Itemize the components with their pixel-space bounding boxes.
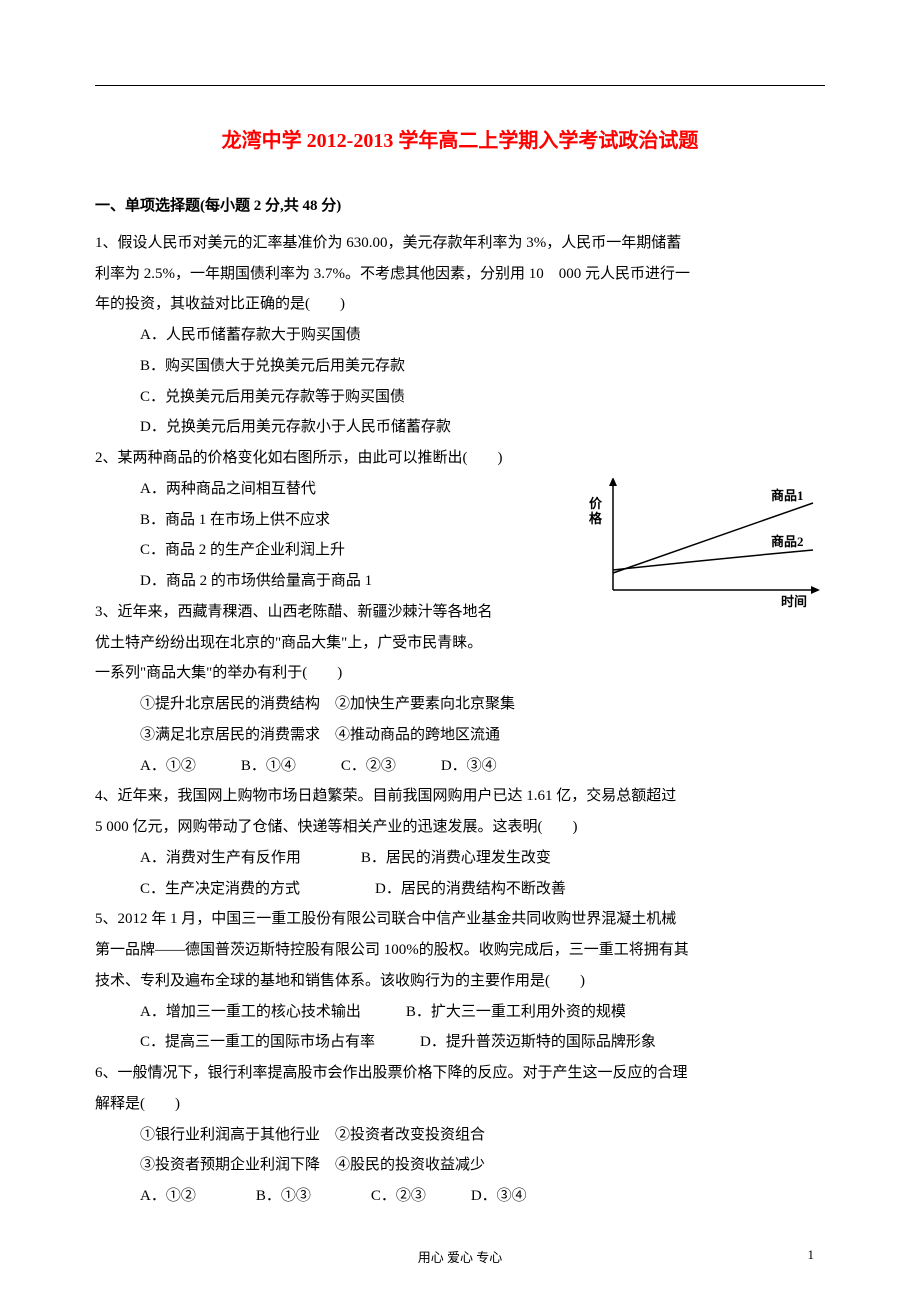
q3-options: A．①② B．①④ C．②③ D．③④ bbox=[95, 751, 825, 782]
svg-text:时间: 时间 bbox=[781, 594, 807, 609]
svg-text:格: 格 bbox=[589, 511, 603, 526]
page-footer: 用心 爱心 专心 1 bbox=[0, 1247, 920, 1266]
q5-stem-line1: 5、2012 年 1 月，中国三一重工股份有限公司联合中信产业基金共同收购世界混… bbox=[95, 904, 825, 935]
q1-option-b: B．购买国债大于兑换美元后用美元存款 bbox=[95, 351, 825, 382]
q5-option-b: B．扩大三一重工利用外资的规模 bbox=[406, 1004, 626, 1020]
q4-option-b: B．居民的消费心理发生改变 bbox=[361, 850, 551, 866]
q3-stem-line2: 优土特产纷纷出现在北京的"商品大集"上，广受市民青睐。 bbox=[95, 628, 825, 659]
q4-options-row1: A．消费对生产有反作用 B．居民的消费心理发生改变 bbox=[95, 843, 825, 874]
q6-statements-1: ①银行业利润高于其他行业 ②投资者改变投资组合 bbox=[95, 1120, 825, 1151]
q4-stem-line2: 5 000 亿元，网购带动了仓储、快递等相关产业的迅速发展。这表明( ) bbox=[95, 812, 825, 843]
q4-options-row2: C．生产决定消费的方式 D．居民的消费结构不断改善 bbox=[95, 874, 825, 905]
q4-option-a: A．消费对生产有反作用 bbox=[140, 850, 301, 866]
q6-stem-line1: 6、一般情况下，银行利率提高股市会作出股票价格下降的反应。对于产生这一反应的合理 bbox=[95, 1058, 825, 1089]
q5-option-d: D．提升普茨迈斯特的国际品牌形象 bbox=[420, 1034, 656, 1050]
q3-statements-1: ①提升北京居民的消费结构 ②加快生产要素向北京聚集 bbox=[95, 689, 825, 720]
svg-text:价: 价 bbox=[589, 496, 603, 511]
q5-stem-line2: 第一品牌——德国普茨迈斯特控股有限公司 100%的股权。收购完成后，三一重工将拥… bbox=[95, 935, 825, 966]
page-number: 1 bbox=[808, 1247, 815, 1263]
q5-option-a: A．增加三一重工的核心技术输出 bbox=[140, 1004, 361, 1020]
q1-stem-line1: 1、假设人民币对美元的汇率基准价为 630.00，美元存款年利率为 3%，人民币… bbox=[95, 228, 825, 259]
svg-text:商品2: 商品2 bbox=[771, 534, 804, 549]
q4-option-c: C．生产决定消费的方式 bbox=[140, 881, 300, 897]
q6-statements-2: ③投资者预期企业利润下降 ④股民的投资收益减少 bbox=[95, 1150, 825, 1181]
q1-stem-line2: 利率为 2.5%，一年期国债利率为 3.7%。不考虑其他因素，分别用 10 00… bbox=[95, 259, 825, 290]
q1-option-d: D．兑换美元后用美元存款小于人民币储蓄存款 bbox=[95, 412, 825, 443]
top-rule bbox=[95, 85, 825, 86]
q3-statements-2: ③满足北京居民的消费需求 ④推动商品的跨地区流通 bbox=[95, 720, 825, 751]
q4-option-d: D．居民的消费结构不断改善 bbox=[375, 881, 566, 897]
exam-title: 龙湾中学 2012-2013 学年高二上学期入学考试政治试题 bbox=[95, 124, 825, 153]
q5-options-row1: A．增加三一重工的核心技术输出 B．扩大三一重工利用外资的规模 bbox=[95, 997, 825, 1028]
price-time-chart: 价格时间 商品1 商品2 bbox=[585, 478, 825, 613]
q6-stem-line2: 解释是( ) bbox=[95, 1089, 825, 1120]
q1-option-a: A．人民币储蓄存款大于购买国债 bbox=[95, 320, 825, 351]
q5-option-c: C．提高三一重工的国际市场占有率 bbox=[140, 1034, 375, 1050]
q1-stem-line3: 年的投资，其收益对比正确的是( ) bbox=[95, 289, 825, 320]
svg-text:商品1: 商品1 bbox=[771, 488, 804, 503]
q4-stem-line1: 4、近年来，我国网上购物市场日趋繁荣。目前我国网购用户已达 1.61 亿，交易总… bbox=[95, 781, 825, 812]
q6-options: A．①② B．①③ C．②③ D．③④ bbox=[95, 1181, 825, 1212]
q1-option-c: C．兑换美元后用美元存款等于购买国债 bbox=[95, 382, 825, 413]
q3-stem-line3: 一系列"商品大集"的举办有利于( ) bbox=[95, 658, 825, 689]
footer-motto: 用心 爱心 专心 bbox=[0, 1247, 920, 1266]
q2-stem: 2、某两种商品的价格变化如右图所示，由此可以推断出( ) bbox=[95, 443, 825, 474]
q5-options-row2: C．提高三一重工的国际市场占有率 D．提升普茨迈斯特的国际品牌形象 bbox=[95, 1027, 825, 1058]
q5-stem-line3: 技术、专利及遍布全球的基地和销售体系。该收购行为的主要作用是( ) bbox=[95, 966, 825, 997]
section-header: 一、单项选择题(每小题 2 分,共 48 分) bbox=[95, 191, 825, 222]
